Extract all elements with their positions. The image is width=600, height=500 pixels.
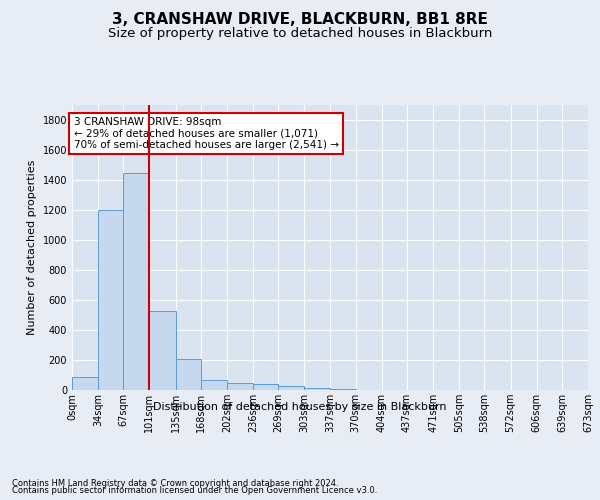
Bar (304, 388, 331, 390)
Bar (176, 359, 201, 390)
Text: Size of property relative to detached houses in Blackburn: Size of property relative to detached ho… (108, 28, 492, 40)
Bar (98, 210, 124, 390)
Y-axis label: Number of detached properties: Number of detached properties (27, 160, 37, 335)
Bar (201, 380, 227, 390)
Bar (331, 389, 356, 390)
Bar (124, 172, 149, 390)
Text: 3, CRANSHAW DRIVE, BLACKBURN, BB1 8RE: 3, CRANSHAW DRIVE, BLACKBURN, BB1 8RE (112, 12, 488, 28)
Bar (278, 386, 304, 390)
Bar (72, 376, 98, 390)
Text: 3 CRANSHAW DRIVE: 98sqm
← 29% of detached houses are smaller (1,071)
70% of semi: 3 CRANSHAW DRIVE: 98sqm ← 29% of detache… (74, 117, 338, 150)
Bar (253, 384, 278, 390)
Text: Distribution of detached houses by size in Blackburn: Distribution of detached houses by size … (153, 402, 447, 412)
Text: Contains public sector information licensed under the Open Government Licence v3: Contains public sector information licen… (12, 486, 377, 495)
Text: Contains HM Land Registry data © Crown copyright and database right 2024.: Contains HM Land Registry data © Crown c… (12, 478, 338, 488)
Bar (227, 383, 253, 390)
Bar (149, 310, 176, 390)
